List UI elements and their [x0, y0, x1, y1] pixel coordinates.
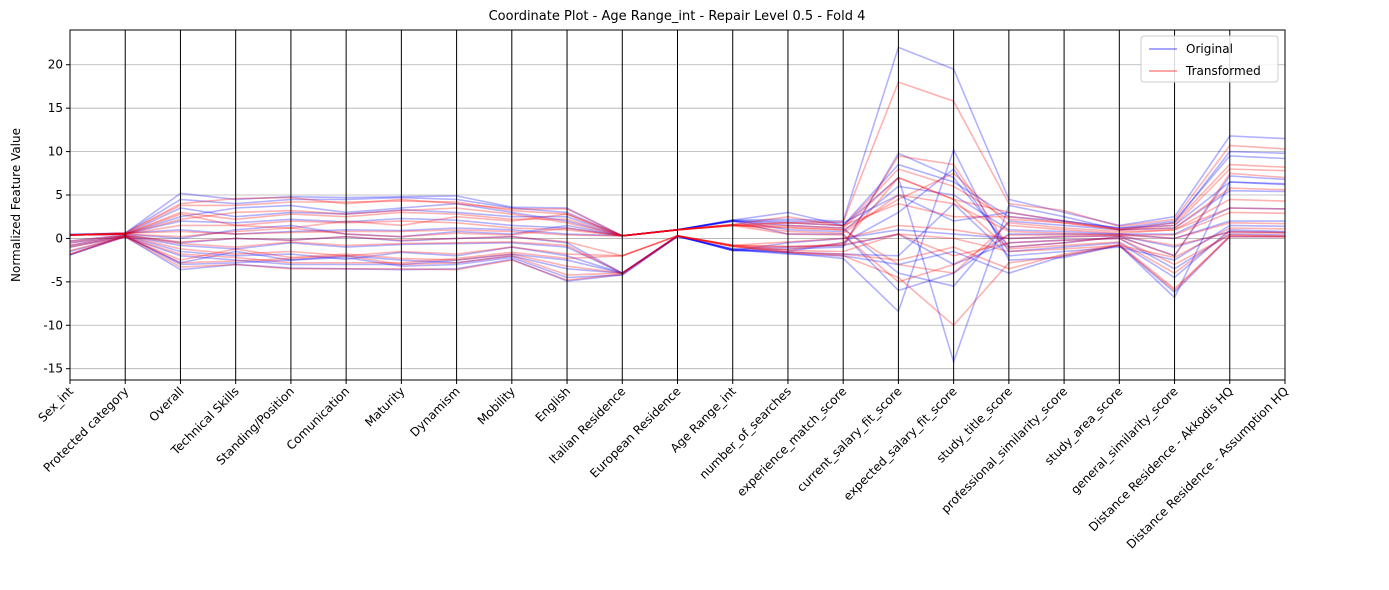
chart-title: Coordinate Plot - Age Range_int - Repair… [489, 9, 866, 24]
x-tick-label: general_similarity_score [1068, 384, 1181, 497]
x-tick-label: Mobility [475, 384, 518, 427]
x-tick-label: number_of_searches [697, 384, 795, 482]
x-tick-label: English [533, 384, 574, 425]
y-tick-label: 15 [48, 101, 63, 115]
y-tick-label: 5 [55, 188, 63, 202]
legend-label: Transformed [1185, 64, 1261, 78]
legend-label: Original [1186, 42, 1233, 56]
y-tick-label: 10 [48, 145, 63, 159]
x-tick-label: current_salary_fit_score [794, 384, 904, 494]
y-ticks: -15 -10 -5 0 5 10 15 20 [43, 58, 70, 376]
legend-box [1140, 35, 1279, 83]
x-tick-label: Maturity [362, 384, 407, 429]
y-tick-label: -5 [51, 275, 63, 289]
x-tick-label: European Residence [587, 384, 683, 480]
x-tick-label: expected_salary_fit_score [841, 384, 960, 503]
y-tick-label: 20 [48, 58, 63, 72]
x-tick-label: Overall [146, 384, 186, 424]
x-tick-label: Sex_int [35, 384, 76, 425]
y-tick-label: 0 [55, 231, 63, 245]
x-tick-label: experience_match_score [734, 384, 849, 499]
legend: Original Transformed [1140, 35, 1279, 83]
x-tick-label: Dynamism [407, 384, 462, 439]
y-axis-label: Normalized Feature Value [9, 128, 23, 282]
y-tick-label: -15 [43, 362, 63, 376]
y-tick-label: -10 [43, 318, 63, 332]
